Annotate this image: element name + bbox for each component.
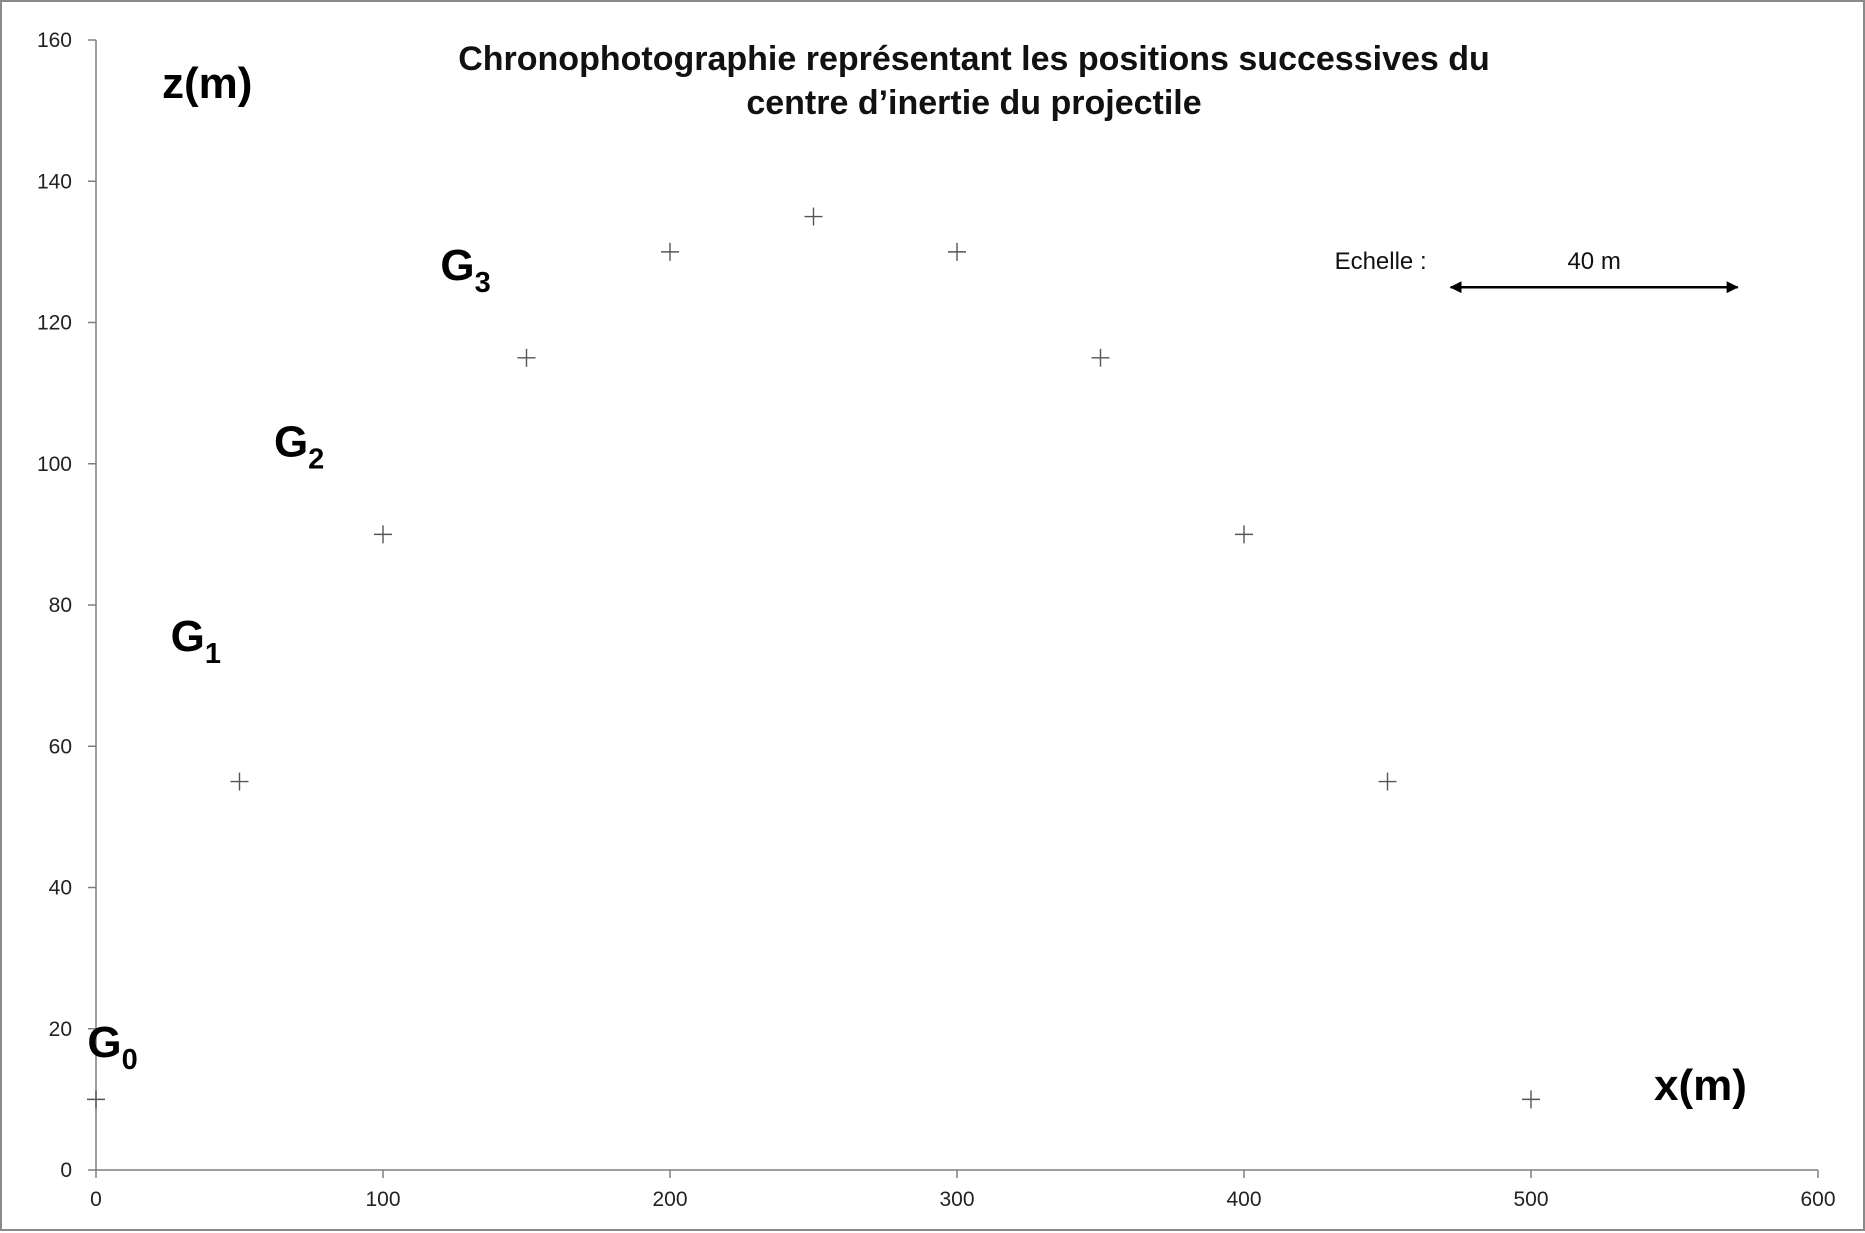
scale-indicator: Echelle : 40 m (1335, 248, 1739, 294)
data-points (87, 207, 1540, 1109)
point-label-g2: G2 (274, 418, 324, 476)
y-axis-title: z(m) (162, 59, 252, 108)
y-tick-label: 160 (37, 29, 72, 52)
y-tick-label: 60 (49, 735, 72, 758)
point-labels: G0 G1 G2 G3 (87, 241, 490, 1076)
x-tick-label: 200 (652, 1188, 687, 1211)
x-tick-label: 600 (1800, 1188, 1835, 1211)
data-point-marker (1091, 348, 1110, 367)
y-tick-label: 100 (37, 453, 72, 476)
data-point-marker (230, 772, 249, 791)
scale-label: Echelle : (1335, 248, 1427, 275)
data-point-marker (661, 242, 679, 261)
data-point-marker (1378, 772, 1397, 791)
axes: 0 100 200 300 400 500 600 0 20 40 60 80 100 120 140 160 (37, 29, 1836, 1211)
x-tick-label: 400 (1226, 1188, 1261, 1211)
x-tick-label: 100 (365, 1188, 400, 1211)
x-tick-label: 500 (1513, 1188, 1548, 1211)
x-tick-label: 300 (939, 1188, 974, 1211)
point-label-g1: G1 (171, 612, 221, 670)
data-point-marker (87, 1090, 105, 1109)
point-label-g0: G0 (87, 1018, 137, 1076)
y-tick-label: 0 (60, 1159, 72, 1182)
y-tick-label: 80 (49, 594, 72, 617)
data-point-marker (948, 242, 966, 261)
data-point-marker (1235, 525, 1253, 544)
chart-title-line-2: centre d’inertie du projectile (746, 84, 1201, 122)
x-tick-label: 0 (90, 1188, 102, 1211)
point-label-g3: G3 (440, 241, 490, 299)
scale-length-label: 40 m (1567, 248, 1620, 275)
y-tick-label: 40 (49, 877, 72, 900)
y-tick-label: 20 (49, 1018, 72, 1041)
chart-title-line-1: Chronophotographie représentant les posi… (458, 40, 1490, 78)
y-tick-label: 120 (37, 312, 72, 335)
x-axis-title: x(m) (1654, 1061, 1747, 1110)
data-point-marker (1522, 1090, 1540, 1109)
y-tick-label: 140 (37, 170, 72, 193)
data-point-marker (374, 525, 392, 544)
data-point-marker (804, 207, 823, 226)
data-point-marker (517, 348, 536, 367)
